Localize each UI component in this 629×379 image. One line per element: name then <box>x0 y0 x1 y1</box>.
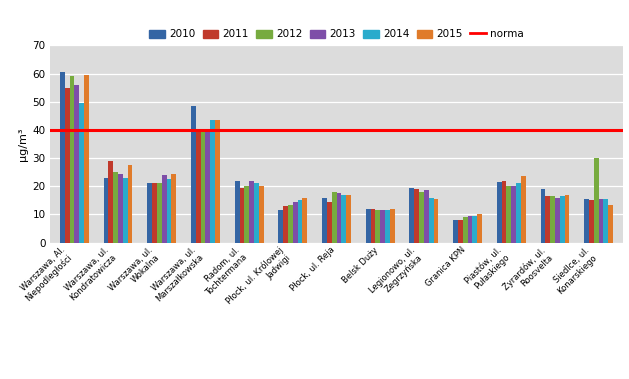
Bar <box>79 103 84 243</box>
Bar <box>249 181 254 243</box>
Bar <box>599 199 603 243</box>
Bar <box>589 200 594 243</box>
Bar <box>123 178 128 243</box>
Bar <box>565 195 569 243</box>
Bar <box>215 120 220 243</box>
Bar <box>152 183 157 243</box>
Bar <box>516 183 521 243</box>
Bar <box>191 106 196 243</box>
Bar <box>331 192 337 243</box>
Bar <box>327 202 331 243</box>
Bar <box>424 191 429 243</box>
Bar <box>467 216 472 243</box>
Bar <box>113 172 118 243</box>
Bar <box>118 174 123 243</box>
Bar <box>74 85 79 243</box>
Bar <box>201 130 206 243</box>
norma <box>70 128 78 132</box>
Legend: 2010, 2011, 2012, 2013, 2014, 2015, norma: 2010, 2011, 2012, 2013, 2014, 2015, norm… <box>145 25 528 44</box>
Bar <box>235 181 240 243</box>
Bar <box>477 215 482 243</box>
Bar <box>370 209 376 243</box>
Bar <box>147 183 152 243</box>
Bar <box>240 188 244 243</box>
Bar <box>104 178 108 243</box>
Bar <box>259 186 264 243</box>
Bar <box>293 202 298 243</box>
Bar <box>60 72 65 243</box>
Bar <box>167 179 171 243</box>
Bar <box>458 220 463 243</box>
Bar <box>502 181 506 243</box>
Bar <box>540 189 545 243</box>
Bar <box>254 183 259 243</box>
Bar <box>433 199 438 243</box>
Bar <box>210 120 215 243</box>
Bar <box>65 88 70 243</box>
Bar <box>322 197 327 243</box>
Bar <box>385 210 390 243</box>
Bar <box>463 217 467 243</box>
Bar <box>497 182 502 243</box>
Bar <box>506 186 511 243</box>
Bar <box>390 209 394 243</box>
Bar <box>298 200 303 243</box>
Bar <box>157 183 162 243</box>
Bar <box>550 196 555 243</box>
Bar <box>603 199 608 243</box>
Bar <box>337 193 342 243</box>
Bar <box>560 196 565 243</box>
Bar <box>409 188 415 243</box>
Bar <box>108 161 113 243</box>
Bar <box>70 77 74 243</box>
Bar <box>376 210 380 243</box>
Bar <box>171 174 176 243</box>
Bar <box>419 192 424 243</box>
Y-axis label: μg/m³: μg/m³ <box>18 127 28 161</box>
Bar <box>84 75 89 243</box>
Bar <box>472 216 477 243</box>
Bar <box>366 209 370 243</box>
Bar <box>594 158 599 243</box>
Bar <box>288 205 293 243</box>
Bar <box>521 176 526 243</box>
Bar <box>196 130 201 243</box>
Bar <box>206 130 210 243</box>
Bar <box>453 220 458 243</box>
Bar <box>346 195 351 243</box>
Bar <box>283 206 288 243</box>
norma <box>114 128 122 132</box>
Bar <box>279 210 283 243</box>
Bar <box>244 186 249 243</box>
Bar <box>555 197 560 243</box>
Bar <box>380 210 385 243</box>
Bar <box>545 196 550 243</box>
Bar <box>162 175 167 243</box>
Bar <box>429 197 433 243</box>
Bar <box>608 205 613 243</box>
Bar <box>415 189 419 243</box>
Bar <box>303 197 307 243</box>
Bar <box>584 199 589 243</box>
Bar <box>342 195 346 243</box>
Bar <box>511 186 516 243</box>
Bar <box>128 165 133 243</box>
